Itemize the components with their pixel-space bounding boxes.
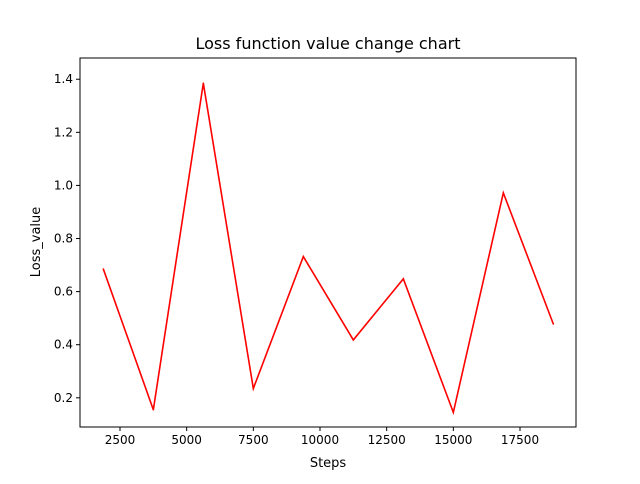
data-point: [402, 278, 405, 280]
x-tick-label: 10000: [301, 433, 339, 447]
y-tick-label: 0.6: [54, 285, 73, 299]
data-point: [552, 323, 555, 325]
series-line: [102, 83, 555, 416]
data-point: [502, 192, 505, 194]
y-tick-label: 1.4: [54, 72, 73, 86]
x-tick-label: 15000: [434, 433, 472, 447]
y-tick-label: 1.0: [54, 178, 73, 192]
data-point: [352, 339, 355, 341]
data-point: [202, 82, 205, 85]
x-tick-label: 5000: [171, 433, 202, 447]
chart-title: Loss function value change chart: [196, 34, 461, 53]
data-point: [102, 268, 105, 270]
y-axis-label: Loss_value: [29, 207, 44, 278]
data-point: [252, 387, 255, 390]
x-tick-label: 7500: [238, 433, 269, 447]
x-tick-label: 17500: [501, 433, 539, 447]
y-tick-label: 0.4: [54, 338, 73, 352]
data-point: [302, 255, 305, 258]
x-axis-label: Steps: [310, 456, 347, 471]
plot-frame: [79, 57, 577, 428]
data-point: [152, 408, 155, 411]
y-tick-label: 0.2: [54, 391, 73, 405]
y-tick-label: 1.2: [54, 125, 73, 139]
data-point: [452, 411, 455, 414]
x-tick-label: 2500: [105, 433, 136, 447]
y-tick-label: 0.8: [54, 232, 73, 246]
x-tick-label: 12500: [368, 433, 406, 447]
